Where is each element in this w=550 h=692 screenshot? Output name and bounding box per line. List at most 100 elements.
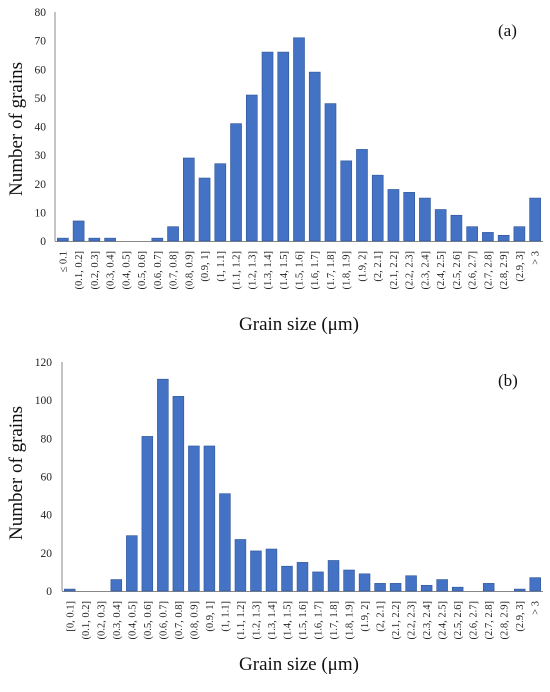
x-category-label: (1.9, 2]	[360, 601, 371, 632]
chart-panel-b: (b) Number of grains Grain size (μm) 0 20…	[6, 357, 543, 675]
bar	[451, 586, 464, 592]
x-category-label: (2.4, 2.5]	[436, 251, 447, 290]
x-category-label: (2, 2.1]	[373, 251, 384, 282]
bar	[198, 177, 211, 242]
x-category-label: > 3	[531, 601, 542, 615]
x-category-label: (0.5, 0.6]	[137, 251, 148, 290]
x-category-label: (0.6, 0.7]	[153, 251, 164, 290]
bar	[172, 396, 185, 592]
y-tick-label: 40	[41, 510, 53, 522]
y-tick-label: 80	[41, 433, 53, 445]
x-category-label: (1.7, 1.8]	[329, 601, 340, 640]
bar	[219, 493, 231, 592]
bar	[250, 550, 262, 592]
x-category-label: (2.5, 2.6]	[453, 601, 464, 640]
x-category-label: (1.8, 1.9]	[345, 601, 356, 640]
x-category-label: (2.1, 2.2]	[391, 601, 402, 640]
x-category-label: (1.1, 1.2]	[236, 601, 247, 640]
bar	[64, 588, 76, 592]
bar	[327, 560, 340, 592]
x-category-label: ≤ 0.1	[58, 251, 69, 273]
x-category-label: (1.9, 2]	[357, 251, 368, 282]
x-axis-title-b: Grain size (μm)	[239, 654, 359, 675]
x-category-label: (0.6, 0.7]	[158, 601, 169, 640]
bar	[358, 573, 371, 592]
bar	[387, 189, 400, 242]
x-category-label: (1.6, 1.7]	[310, 251, 321, 290]
bar	[482, 583, 495, 592]
bar	[434, 209, 447, 242]
y-tick-label: 50	[35, 93, 47, 105]
chart-panel-a: (a) Number of grains Grain size (μm) 0 10…	[6, 7, 543, 335]
x-category-label: (2, 2.1]	[376, 601, 387, 632]
bar	[436, 579, 448, 592]
bar	[151, 237, 164, 242]
x-category-label: (1.3, 1.4]	[267, 601, 278, 640]
y-axis-title-b: Number of grains	[6, 406, 27, 540]
bar	[405, 575, 417, 592]
y-tick-label: 10	[35, 207, 47, 219]
x-category-label: (0.3, 0.4]	[106, 251, 117, 290]
x-category-label: (0.7, 0.8]	[174, 601, 185, 640]
bar	[214, 163, 227, 242]
bar	[296, 562, 309, 592]
bar	[324, 103, 337, 242]
bar	[513, 588, 526, 592]
x-category-label: (1.5, 1.6]	[298, 601, 309, 640]
bar	[188, 445, 200, 592]
x-axis-title-a: Grain size (μm)	[239, 314, 359, 335]
x-category-label: (1.4, 1.5]	[279, 251, 290, 290]
x-category-label: (2.7, 2.8]	[483, 251, 494, 290]
x-category-label: (1.7, 1.8]	[326, 251, 337, 290]
bar	[203, 445, 216, 592]
x-category-label: (2.2, 2.3]	[407, 601, 418, 640]
x-category-label: (2.2, 2.3]	[405, 251, 416, 290]
x-category-label: (0.9, 1]	[205, 601, 216, 632]
x-category-label: (0.8, 0.9]	[189, 601, 200, 640]
x-category-label: (1.4, 1.5]	[282, 601, 293, 640]
bar	[277, 51, 290, 242]
bar	[389, 583, 402, 592]
y-tick-label: 70	[35, 36, 47, 48]
bar	[419, 197, 431, 242]
x-category-label: (2.1, 2.2]	[389, 251, 400, 290]
bar	[312, 571, 324, 592]
x-category-label: (1, 1.1]	[216, 251, 227, 282]
x-category-label: (0.5, 0.6]	[143, 601, 154, 640]
panel-label-a: (a)	[498, 21, 517, 40]
x-category-label: (2.8, 2.9]	[499, 251, 510, 290]
y-tick-label: 0	[40, 236, 46, 248]
x-category-label: (0.2, 0.3]	[90, 251, 101, 290]
x-category-label: (2.3, 2.4]	[420, 251, 431, 290]
x-category-label: (2.9, 3]	[515, 251, 526, 282]
x-category-label: (2.6, 2.7]	[468, 251, 479, 290]
bar	[343, 569, 355, 592]
bar	[420, 584, 433, 592]
bar	[466, 226, 478, 242]
y-tick-label: 40	[35, 122, 47, 134]
bar	[450, 214, 463, 242]
y-tick-label: 0	[46, 586, 52, 598]
x-category-label: (2.9, 3]	[515, 601, 526, 632]
bar	[167, 226, 179, 242]
x-category-label: (0.8, 0.9]	[184, 251, 195, 290]
y-tick-label: 60	[41, 472, 53, 484]
y-tick-label: 30	[35, 150, 47, 162]
bar	[245, 94, 258, 242]
y-tick-label: 100	[35, 395, 53, 407]
x-category-label: (2.3, 2.4]	[422, 601, 433, 640]
x-category-label: [0, 0.1]	[65, 601, 76, 632]
x-category-label: (1.3, 1.4]	[263, 251, 274, 290]
bar	[234, 539, 247, 592]
bar	[293, 37, 305, 242]
bar	[529, 577, 541, 592]
x-category-label: (0.4, 0.5]	[127, 601, 138, 640]
bar	[497, 234, 510, 242]
y-tick-label: 80	[35, 7, 47, 19]
x-category-label: (1.6, 1.7]	[314, 601, 325, 640]
bar	[72, 220, 85, 242]
x-category-label: (0.1, 0.2]	[81, 601, 92, 640]
y-tick-label: 20	[35, 179, 47, 191]
x-category-label: (2.5, 2.6]	[452, 251, 463, 290]
x-category-label: (1.1, 1.2]	[232, 251, 243, 290]
